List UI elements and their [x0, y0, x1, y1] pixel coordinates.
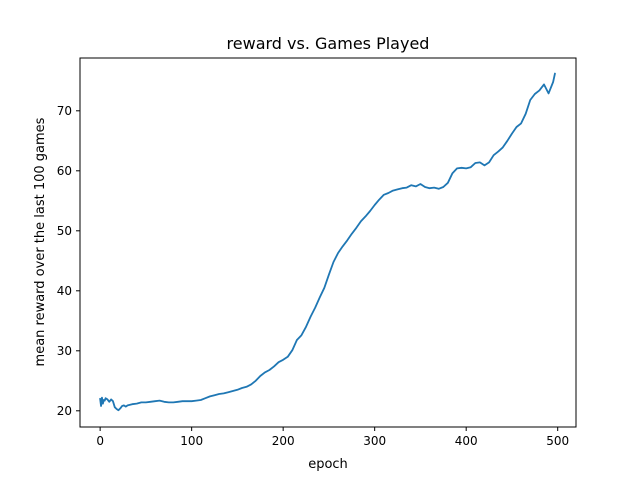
x-tick-label: 400: [455, 434, 478, 448]
chart-title: reward vs. Games Played: [227, 34, 430, 53]
x-axis-label: epoch: [308, 457, 348, 472]
x-tick-label: 200: [272, 434, 295, 448]
y-axis-label: mean reward over the last 100 games: [33, 117, 48, 366]
x-tick-label: 300: [363, 434, 386, 448]
x-axis-ticks: 0 100 200 300 400 500: [96, 427, 569, 448]
series-line: [99, 72, 556, 412]
y-axis-ticks: 20 30 40 50 60 70: [57, 104, 80, 418]
x-tick-label: 500: [546, 434, 569, 448]
y-tick-label: 30: [57, 344, 72, 358]
y-tick-label: 40: [57, 284, 72, 298]
y-tick-label: 20: [57, 404, 72, 418]
plot-area: [79, 57, 577, 428]
axes-frame: [79, 57, 577, 428]
y-tick-label: 70: [57, 104, 72, 118]
y-tick-label: 60: [57, 164, 72, 178]
y-tick-label: 50: [57, 224, 72, 238]
x-tick-label: 100: [180, 434, 203, 448]
x-tick-label: 0: [96, 434, 104, 448]
